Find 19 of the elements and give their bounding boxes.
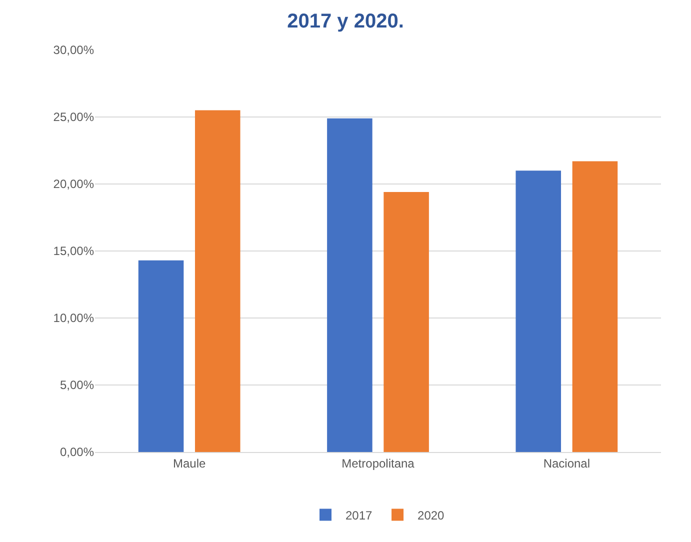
x-tick-label: Nacional [543, 456, 590, 470]
bar [327, 118, 372, 452]
bar [572, 161, 618, 452]
bar [384, 192, 429, 452]
y-tick-label: 10,00% [53, 311, 94, 326]
legend-label: 2020 [418, 508, 445, 522]
chart-title: 2017 y 2020. [287, 10, 404, 33]
y-tick-label: 20,00% [53, 177, 94, 192]
x-tick-label: Maule [172, 456, 206, 470]
y-tick-label: 25,00% [53, 110, 94, 124]
bar [138, 260, 184, 452]
y-tick-label: 15,00% [53, 244, 94, 258]
y-tick-label: 30,00% [53, 43, 94, 58]
bar [516, 170, 562, 452]
bar [194, 110, 240, 452]
y-tick-label: 0,00% [60, 445, 94, 460]
x-tick-label: Metropolitana [342, 456, 415, 470]
legend-label: 2017 [346, 508, 373, 522]
y-tick-label: 5,00% [60, 378, 94, 392]
